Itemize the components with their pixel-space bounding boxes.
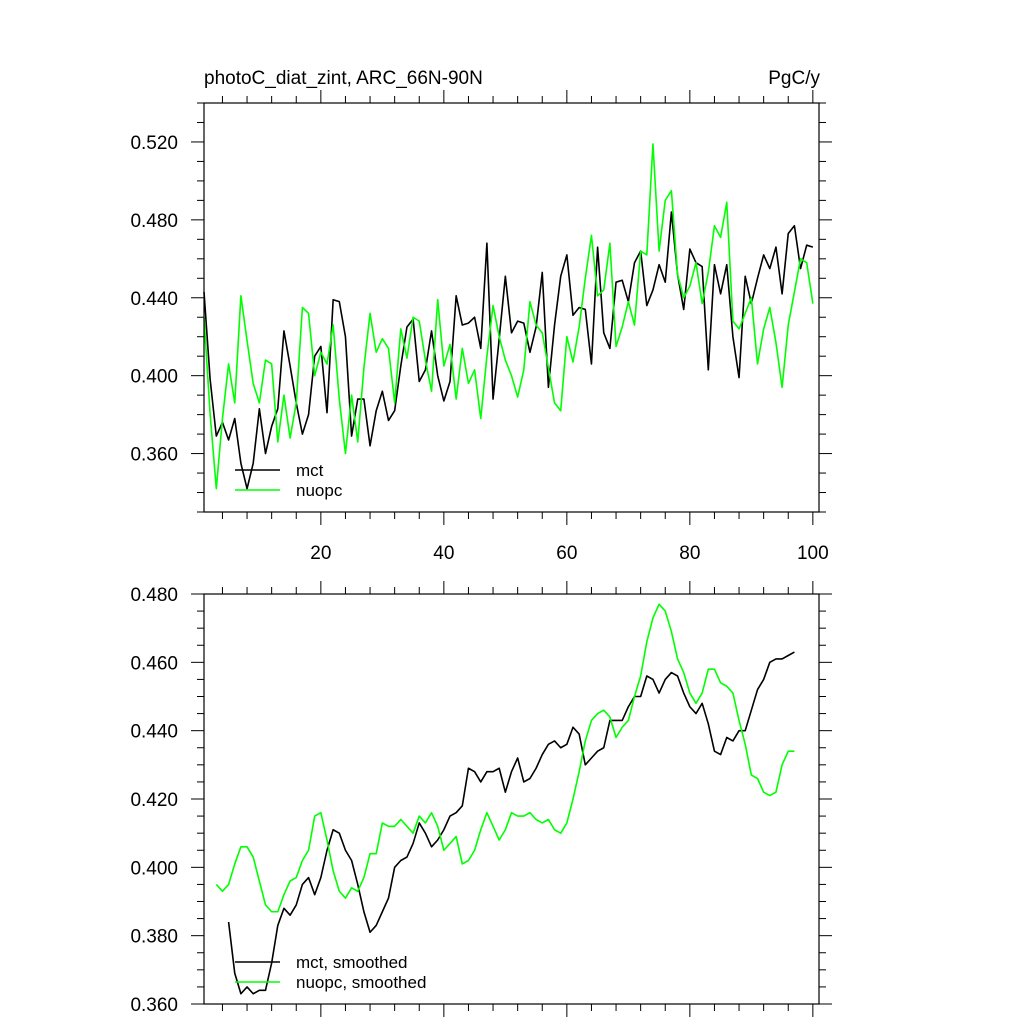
top-panel: 0.360 0.400 0.440 0.480 0.520 20 40 60 80 100 mct…: [130, 90, 832, 564]
top-ytick-label: 0.440: [130, 289, 178, 310]
bottom-panel-series: [215, 603, 795, 995]
bottom-panel-legend: mct, smoothed nuopc, smoothed: [235, 953, 426, 992]
top-xtick-label: 40: [433, 543, 454, 564]
top-panel-legend: mct nuopc: [235, 461, 343, 500]
top-panel-tick-labels: 0.360 0.400 0.440 0.480 0.520 20 40 60 80 100: [130, 133, 828, 564]
bottom-panel-frame: [203, 593, 820, 1005]
top-series-line-nuopc: [203, 143, 814, 490]
top-series-line-mct: [203, 211, 814, 490]
legend-label-nuopc: nuopc: [296, 481, 343, 500]
top-xtick-label: 60: [556, 543, 577, 564]
bottom-panel-ticks: [191, 581, 832, 1017]
top-ytick-label: 0.360: [130, 445, 178, 466]
bottom-ytick-label: 0.380: [130, 927, 178, 948]
bottom-ytick-label: 0.360: [130, 995, 178, 1016]
bottom-panel: 0.360 0.380 0.400 0.420 0.440 0.460 0.480 mct,…: [130, 581, 832, 1017]
bottom-panel-tick-labels: 0.360 0.380 0.400 0.420 0.440 0.460 0.480: [130, 585, 178, 1016]
top-xtick-label: 80: [679, 543, 700, 564]
bottom-ytick-label: 0.460: [130, 653, 178, 674]
legend-label-nuopc-smoothed: nuopc, smoothed: [296, 973, 426, 992]
chart-units-label: PgC/y: [768, 68, 820, 89]
top-ytick-label: 0.480: [130, 211, 178, 232]
bottom-ytick-label: 0.480: [130, 585, 178, 606]
top-panel-ticks: [191, 90, 832, 525]
bottom-ytick-label: 0.440: [130, 722, 178, 743]
top-panel-frame: [203, 102, 820, 513]
legend-label-mct: mct: [296, 461, 324, 480]
top-xtick-label: 20: [310, 543, 331, 564]
bottom-ytick-label: 0.400: [130, 858, 178, 879]
top-ytick-label: 0.520: [130, 133, 178, 154]
top-ytick-label: 0.400: [130, 367, 178, 388]
legend-label-mct-smoothed: mct, smoothed: [296, 953, 408, 972]
bottom-series-line-nuopc-smoothed: [215, 603, 795, 913]
bottom-ytick-label: 0.420: [130, 790, 178, 811]
top-panel-series: [203, 143, 814, 490]
top-xtick-label: 100: [797, 543, 829, 564]
chart-title: photoC_diat_zint, ARC_66N-90N: [204, 68, 483, 89]
bottom-series-line-mct-smoothed: [227, 651, 795, 995]
